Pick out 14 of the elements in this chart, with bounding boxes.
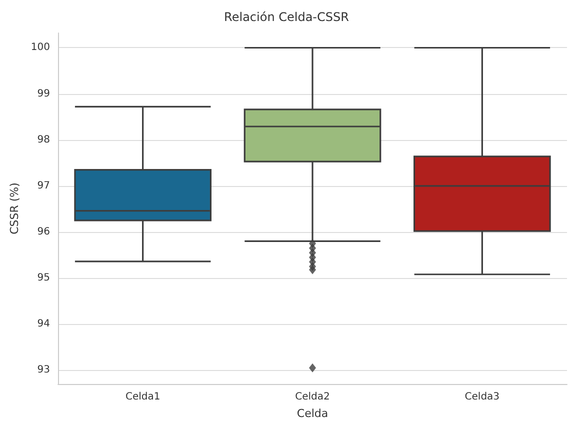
y-tick-label: 100 <box>30 42 50 54</box>
x-tick-label: Celda3 <box>464 392 500 402</box>
y-axis-title: CSSR (%) <box>8 182 22 234</box>
x-axis-title: Celda <box>296 407 328 420</box>
y-tick-label: 97 <box>37 180 50 192</box>
y-tick-label: 99 <box>37 88 50 100</box>
x-tick-label: Celda2 <box>295 392 330 402</box>
y-tick-label: 95 <box>37 272 50 284</box>
chart-title: Relación Celda-CSSR <box>224 10 349 24</box>
x-tick-label: Celda1 <box>125 392 160 402</box>
y-tick-label: 98 <box>37 134 50 146</box>
y-tick-label: 93 <box>37 364 50 376</box>
y-tick-label: 94 <box>37 318 50 330</box>
y-tick-label: 96 <box>37 226 50 238</box>
